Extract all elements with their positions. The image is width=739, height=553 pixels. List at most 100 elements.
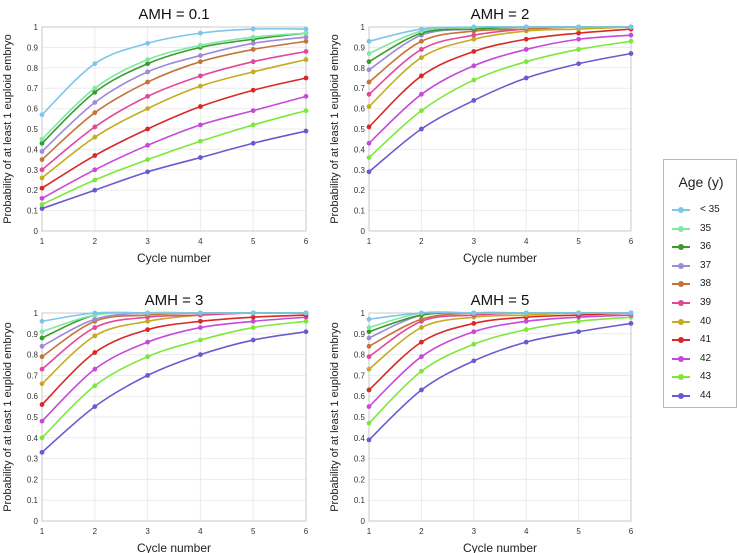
series-line [41, 40, 307, 161]
data-point [366, 325, 372, 330]
y-tick-label: 1 [34, 23, 39, 32]
data-point [145, 106, 151, 111]
data-point [419, 310, 424, 316]
data-point [576, 310, 581, 316]
data-point [39, 185, 45, 191]
data-point [39, 435, 45, 441]
data-point [576, 24, 581, 30]
data-point [145, 339, 151, 345]
series-line [368, 314, 632, 408]
data-point [366, 59, 372, 65]
data-point [419, 38, 424, 44]
y-tick-label: 0.6 [354, 392, 366, 401]
data-point [628, 310, 634, 316]
data-point [198, 352, 203, 357]
data-point [92, 124, 98, 130]
y-tick-label: 0.8 [354, 64, 366, 73]
series-line [41, 320, 307, 439]
y-tick-label: 0.2 [354, 475, 366, 484]
series-line [368, 52, 632, 173]
legend-entry: < 35 [672, 202, 736, 218]
data-point [198, 310, 203, 316]
legend-entry: 40 [672, 314, 736, 330]
data-point [198, 30, 203, 36]
data-point [471, 63, 477, 69]
data-point [198, 138, 203, 144]
data-point [303, 108, 309, 114]
y-tick-label: 0.1 [27, 496, 39, 505]
y-tick-label: 0.1 [354, 207, 366, 216]
data-point [145, 142, 151, 148]
data-point [92, 310, 98, 316]
data-point [419, 126, 424, 132]
series-line [368, 26, 631, 43]
y-tick-label: 0.8 [27, 64, 39, 73]
legend-swatch-dot [678, 300, 684, 306]
data-point [39, 206, 45, 211]
data-point [92, 187, 98, 193]
data-point [471, 341, 477, 347]
data-point [419, 108, 424, 114]
legend-swatch-dot [678, 337, 684, 344]
series-line [368, 40, 632, 159]
data-point [39, 366, 45, 372]
data-point [576, 318, 581, 324]
legend-label: 40 [700, 315, 712, 327]
data-point [198, 73, 203, 79]
y-tick-label: 0.2 [27, 475, 39, 484]
series-44 [366, 321, 634, 443]
data-point [198, 325, 203, 330]
data-point [419, 354, 424, 360]
data-point [419, 91, 424, 97]
x-tick-label: 4 [524, 527, 529, 536]
data-point [303, 57, 309, 63]
data-point [303, 26, 309, 32]
series-line [368, 316, 632, 424]
data-point [39, 175, 45, 181]
legend-swatch-dot [678, 318, 684, 325]
y-tick-label: 0.5 [354, 413, 366, 422]
data-point [92, 134, 98, 140]
data-point [523, 310, 529, 316]
legend-entry: 43 [672, 369, 736, 385]
y-tick-label: 0.6 [27, 105, 39, 114]
data-point [576, 47, 581, 52]
data-point [366, 51, 372, 56]
legend-swatch-dot [678, 355, 684, 362]
data-point [198, 155, 203, 160]
x-tick-label: 4 [198, 527, 203, 536]
series-line [41, 36, 307, 153]
chart-title: AMH = 5 [471, 292, 530, 309]
data-point [628, 32, 634, 38]
series-line [41, 50, 307, 171]
series-line [368, 322, 632, 441]
chart-panel-4: 0 0.1 0.2 0.3 0.4 0.5 0.6 0.7 0.8 0.9 1 1 2 3 4 5 6 AMH =… [329, 292, 634, 553]
x-tick-label: 3 [472, 527, 477, 536]
data-point [366, 354, 372, 360]
x-tick-label: 3 [145, 527, 150, 536]
y-tick-label: 0.3 [27, 455, 39, 464]
x-tick-label: 1 [40, 527, 45, 536]
data-point [523, 24, 529, 30]
series-line [41, 109, 307, 206]
data-point [471, 32, 477, 38]
y-tick-label: 0.4 [27, 145, 39, 154]
data-point [39, 112, 45, 118]
data-point [250, 47, 256, 52]
data-point [366, 140, 372, 146]
data-point [250, 59, 256, 65]
x-tick-label: 2 [93, 527, 98, 536]
x-tick-label: 6 [629, 237, 634, 246]
series-42 [39, 314, 309, 424]
data-point [198, 59, 203, 65]
x-tick-label: 4 [198, 237, 203, 246]
x-axis-label: Cycle number [463, 251, 537, 265]
legend-label: 37 [700, 259, 712, 271]
y-tick-label: 0.3 [27, 166, 39, 175]
data-point [471, 98, 477, 103]
y-tick-label: 0 [361, 517, 366, 526]
legend-swatch-dot [678, 207, 684, 213]
y-tick-label: 0.9 [27, 330, 39, 339]
data-point [523, 318, 529, 324]
x-tick-label: 6 [304, 527, 309, 536]
